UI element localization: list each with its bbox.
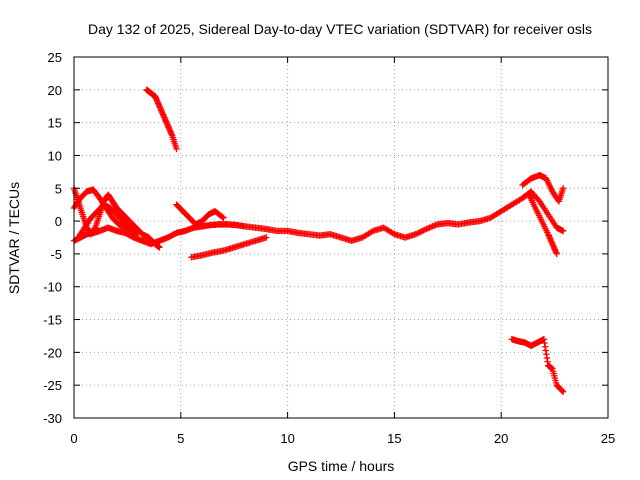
x-axis-label: GPS time / hours <box>288 458 395 474</box>
data-point <box>559 185 567 192</box>
x-tick-label: 5 <box>177 431 184 446</box>
series-arc-loops-c <box>75 201 140 241</box>
grid <box>74 57 608 418</box>
y-axis-label: SDTVAR / TECUs <box>6 182 22 294</box>
y-tick-label: 10 <box>48 148 62 163</box>
chart-title: Day 132 of 2025, Sidereal Day-to-day VTE… <box>88 21 592 37</box>
y-tick-label: -10 <box>43 280 62 295</box>
series-arc-late-low <box>508 336 567 395</box>
data-point <box>173 145 180 153</box>
data-point <box>535 196 542 204</box>
x-tick-label: 15 <box>387 431 401 446</box>
y-tick-label: -5 <box>50 247 62 262</box>
data-points <box>70 86 567 395</box>
data-point <box>156 244 163 251</box>
plot-frame <box>73 56 609 419</box>
y-tick-label: -25 <box>43 378 62 393</box>
data-point <box>263 234 270 241</box>
y-tick-label: 5 <box>55 181 62 196</box>
x-tick-label: 10 <box>280 431 294 446</box>
series-arc-late-down <box>525 191 560 258</box>
data-point <box>220 214 227 222</box>
y-tick-label: -15 <box>43 313 62 328</box>
y-tick-label: 0 <box>55 214 62 229</box>
data-point <box>132 224 140 231</box>
y-tick-label: 25 <box>48 50 62 65</box>
y-tick-label: 20 <box>48 83 62 98</box>
x-axis: 0 5 10 15 20 25 <box>70 57 615 446</box>
series-arc-loops-b <box>70 186 142 237</box>
data-point <box>134 229 142 237</box>
data-point <box>559 387 566 395</box>
x-tick-label: 0 <box>70 431 77 446</box>
x-tick-label: 20 <box>494 431 508 446</box>
y-tick-label: -20 <box>43 345 62 360</box>
series-arc-mid-low <box>188 234 270 261</box>
data-point <box>553 250 560 258</box>
series-arc-late-right <box>519 171 567 205</box>
y-tick-label: 15 <box>48 116 62 131</box>
data-point <box>219 213 226 221</box>
data-point <box>559 388 567 395</box>
series-arc-early-high <box>143 86 180 153</box>
y-tick-label: -30 <box>43 411 62 426</box>
x-tick-label: 25 <box>601 431 615 446</box>
series-arc-mid-up <box>173 201 227 228</box>
data-point <box>559 227 567 235</box>
y-axis: -30 -25 -20 -15 -10 -5 0 5 10 15 20 25 <box>43 50 608 426</box>
